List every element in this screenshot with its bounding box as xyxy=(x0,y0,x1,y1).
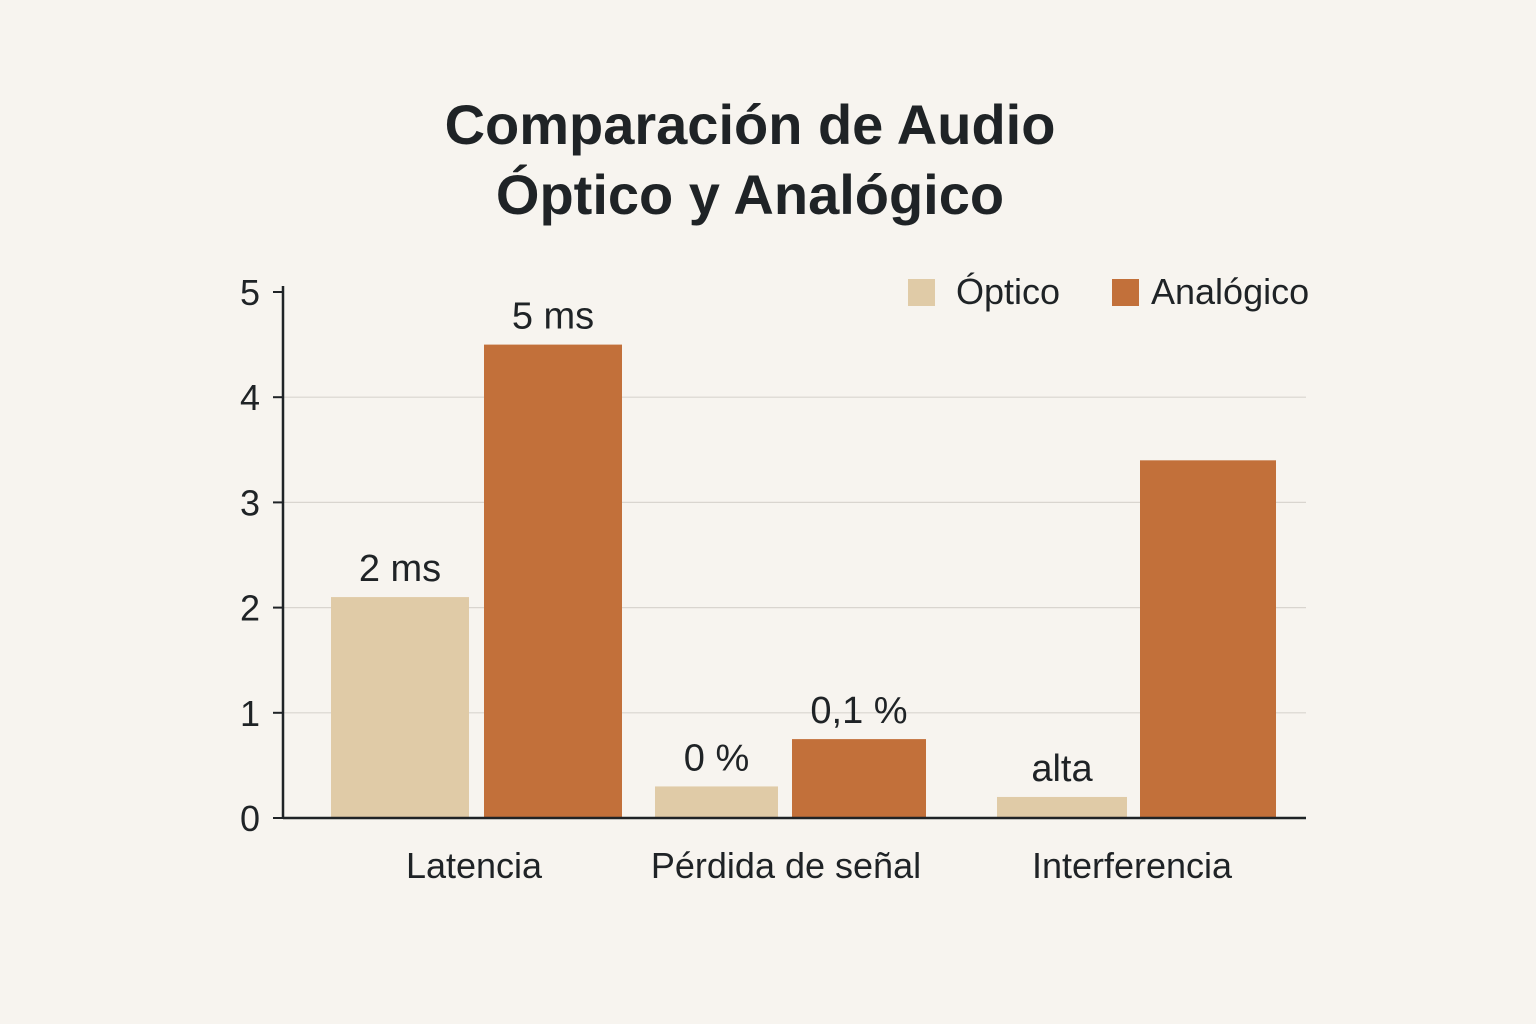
data-label: 2 ms xyxy=(359,548,441,590)
chart-title: Comparación de Audio Óptico y Analógico xyxy=(330,90,1170,230)
chart-title-line-2: Óptico y Analógico xyxy=(495,163,1005,226)
bar-optico-2 xyxy=(997,796,1127,818)
data-label: alta xyxy=(1031,748,1093,790)
y-tick-label: 0 xyxy=(240,798,260,839)
x-tick-label: Pérdida de señal xyxy=(651,845,921,886)
data-label: 5 ms xyxy=(512,296,594,338)
legend-swatch-analogico xyxy=(1112,279,1139,306)
data-label: 0 % xyxy=(684,737,749,779)
bar-optico-1 xyxy=(655,786,778,818)
legend: Óptico Analógico xyxy=(908,271,1309,312)
legend-label: Analógico xyxy=(1151,271,1309,312)
legend-swatch-optico xyxy=(908,279,935,306)
data-label: 0,1 % xyxy=(810,690,907,732)
bar-analogico-1 xyxy=(792,739,926,818)
legend-label: Óptico xyxy=(956,271,1060,312)
bar-analogico-2 xyxy=(1140,460,1276,818)
y-tick-label: 2 xyxy=(240,588,260,629)
x-tick-label: Latencia xyxy=(406,845,543,886)
y-tick-label: 1 xyxy=(240,693,260,734)
bar-analogico-0 xyxy=(484,344,622,818)
x-tick-label: Interferencia xyxy=(1032,845,1233,886)
chart-title-line-1: Comparación de Audio xyxy=(444,93,1056,156)
data-labels: 2 ms 5 ms 0 % 0,1 % alta xyxy=(359,296,1094,790)
y-tick-label: 4 xyxy=(240,377,260,418)
bars xyxy=(331,344,1276,818)
y-tick-label: 3 xyxy=(240,482,260,523)
y-tick-label: 5 xyxy=(240,272,260,313)
bar-optico-0 xyxy=(331,597,469,818)
axes: 0 1 2 3 4 5 Latencia Pérdida de señal Interferen… xyxy=(240,272,1306,886)
